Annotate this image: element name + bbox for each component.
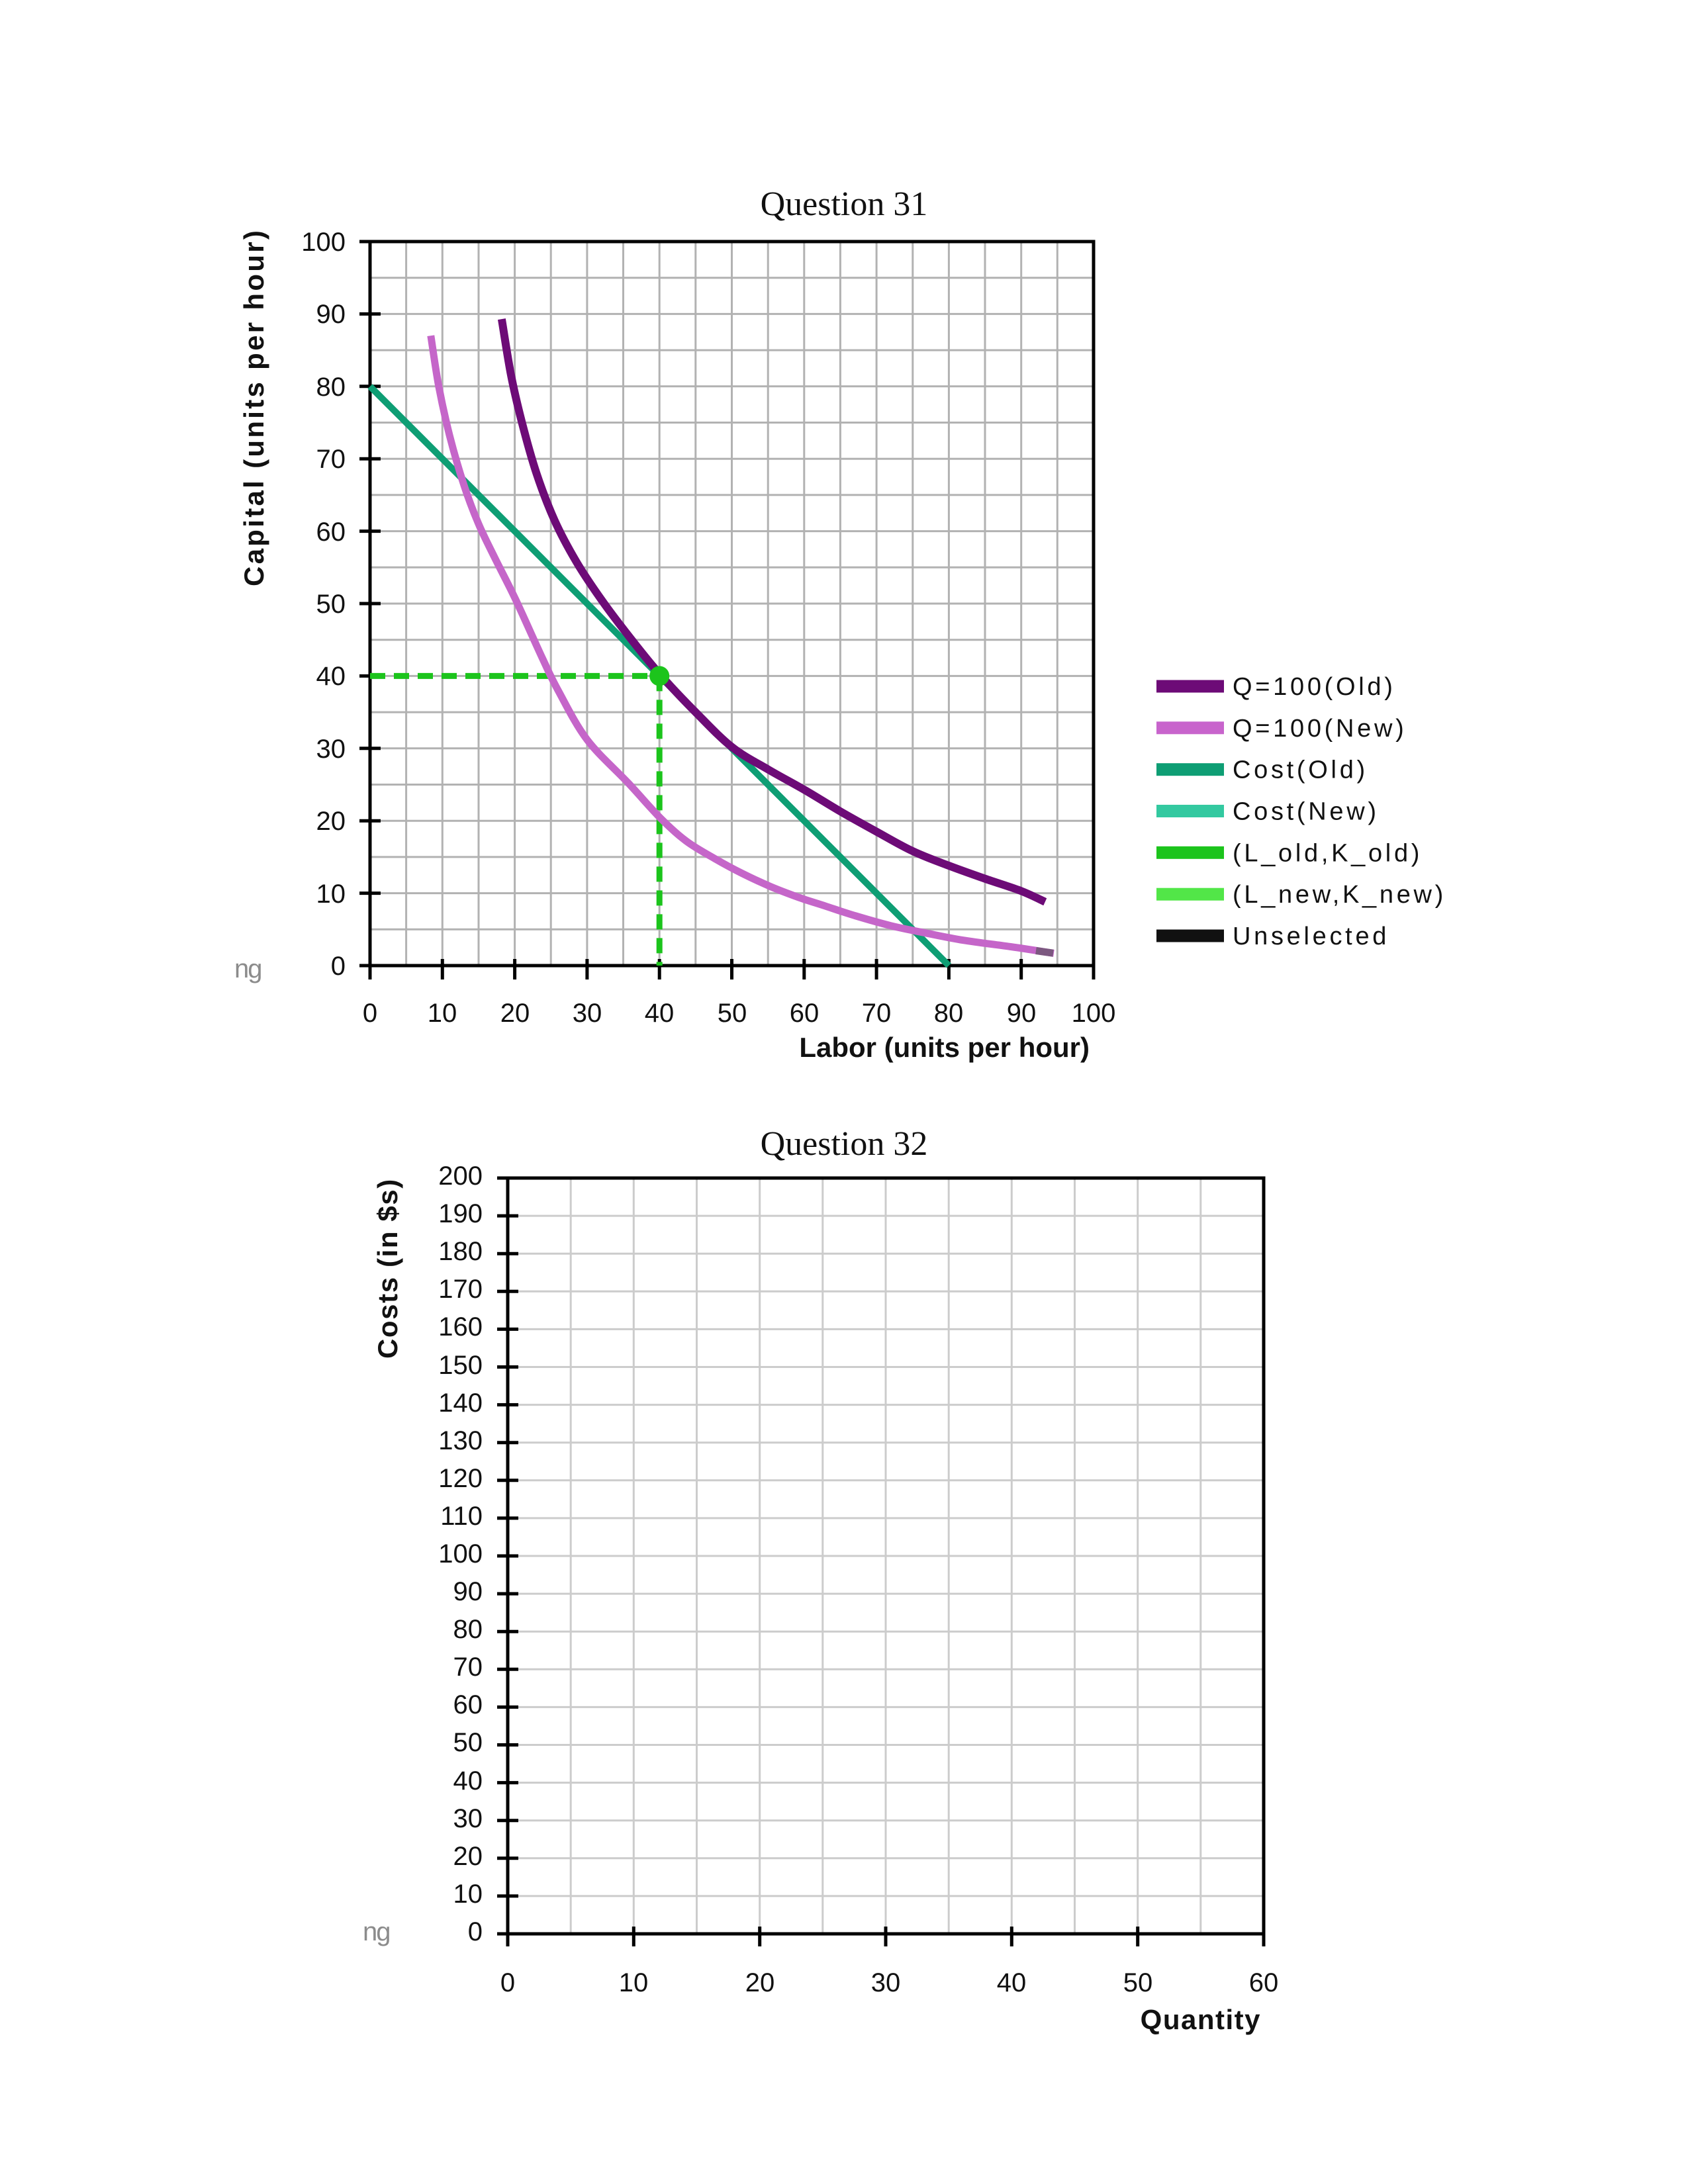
- svg-text:ng: ng: [363, 1917, 390, 1946]
- svg-text:80: 80: [934, 999, 964, 1028]
- svg-text:140: 140: [438, 1388, 483, 1418]
- svg-text:170: 170: [438, 1275, 483, 1304]
- svg-text:200: 200: [438, 1161, 483, 1191]
- svg-text:50: 50: [718, 999, 747, 1028]
- svg-text:180: 180: [438, 1237, 483, 1266]
- svg-text:60: 60: [1249, 1968, 1279, 1997]
- svg-text:40: 40: [645, 999, 675, 1028]
- svg-text:160: 160: [438, 1312, 483, 1342]
- svg-text:Capital (units per hour): Capital (units per hour): [238, 228, 269, 586]
- svg-text:70: 70: [453, 1653, 483, 1682]
- svg-text:0: 0: [468, 1917, 483, 1946]
- svg-text:Cost(New): Cost(New): [1233, 798, 1380, 826]
- svg-text:Unselected: Unselected: [1233, 923, 1389, 950]
- svg-text:(L_old,K_old): (L_old,K_old): [1233, 839, 1423, 867]
- svg-text:90: 90: [316, 300, 346, 329]
- svg-text:30: 30: [316, 735, 346, 764]
- svg-text:Q=100(New): Q=100(New): [1233, 715, 1407, 743]
- svg-text:Labor (units per hour): Labor (units per hour): [799, 1032, 1090, 1063]
- svg-text:10: 10: [619, 1968, 649, 1997]
- svg-text:10: 10: [453, 1880, 483, 1909]
- svg-text:0: 0: [363, 999, 377, 1028]
- svg-text:20: 20: [745, 1968, 775, 1997]
- svg-text:60: 60: [790, 999, 820, 1028]
- svg-text:190: 190: [438, 1199, 483, 1228]
- svg-text:30: 30: [453, 1804, 483, 1833]
- svg-text:40: 40: [997, 1968, 1027, 1997]
- svg-text:Question 32: Question 32: [761, 1125, 928, 1163]
- svg-text:20: 20: [500, 999, 530, 1028]
- svg-text:Costs (in $s): Costs (in $s): [372, 1178, 403, 1359]
- svg-text:Cost(Old): Cost(Old): [1233, 756, 1368, 784]
- svg-text:40: 40: [316, 662, 346, 691]
- svg-text:100: 100: [438, 1539, 483, 1569]
- svg-text:130: 130: [438, 1426, 483, 1455]
- svg-text:50: 50: [453, 1728, 483, 1757]
- svg-text:10: 10: [316, 880, 346, 909]
- svg-text:100: 100: [301, 228, 346, 257]
- svg-text:Q=100(Old): Q=100(Old): [1233, 673, 1396, 701]
- svg-text:50: 50: [1123, 1968, 1153, 1997]
- svg-text:0: 0: [331, 952, 346, 981]
- svg-text:120: 120: [438, 1464, 483, 1493]
- svg-text:ng: ng: [234, 954, 261, 983]
- svg-text:80: 80: [316, 373, 346, 402]
- svg-text:30: 30: [871, 1968, 901, 1997]
- svg-text:70: 70: [316, 445, 346, 474]
- svg-text:100: 100: [1072, 999, 1116, 1028]
- svg-text:40: 40: [453, 1766, 483, 1796]
- svg-text:20: 20: [453, 1842, 483, 1871]
- svg-text:90: 90: [1007, 999, 1037, 1028]
- svg-text:60: 60: [453, 1690, 483, 1719]
- svg-text:30: 30: [573, 999, 602, 1028]
- svg-text:0: 0: [500, 1968, 515, 1997]
- svg-text:10: 10: [428, 999, 457, 1028]
- svg-text:50: 50: [316, 590, 346, 619]
- svg-text:60: 60: [316, 518, 346, 547]
- svg-text:(L_new,K_new): (L_new,K_new): [1233, 881, 1446, 909]
- svg-text:Quantity: Quantity: [1141, 2004, 1261, 2035]
- svg-text:20: 20: [316, 807, 346, 836]
- svg-text:80: 80: [453, 1615, 483, 1644]
- svg-text:70: 70: [862, 999, 892, 1028]
- svg-text:Question 31: Question 31: [761, 185, 928, 223]
- svg-text:110: 110: [440, 1502, 483, 1531]
- svg-text:90: 90: [453, 1577, 483, 1606]
- svg-text:150: 150: [438, 1351, 483, 1380]
